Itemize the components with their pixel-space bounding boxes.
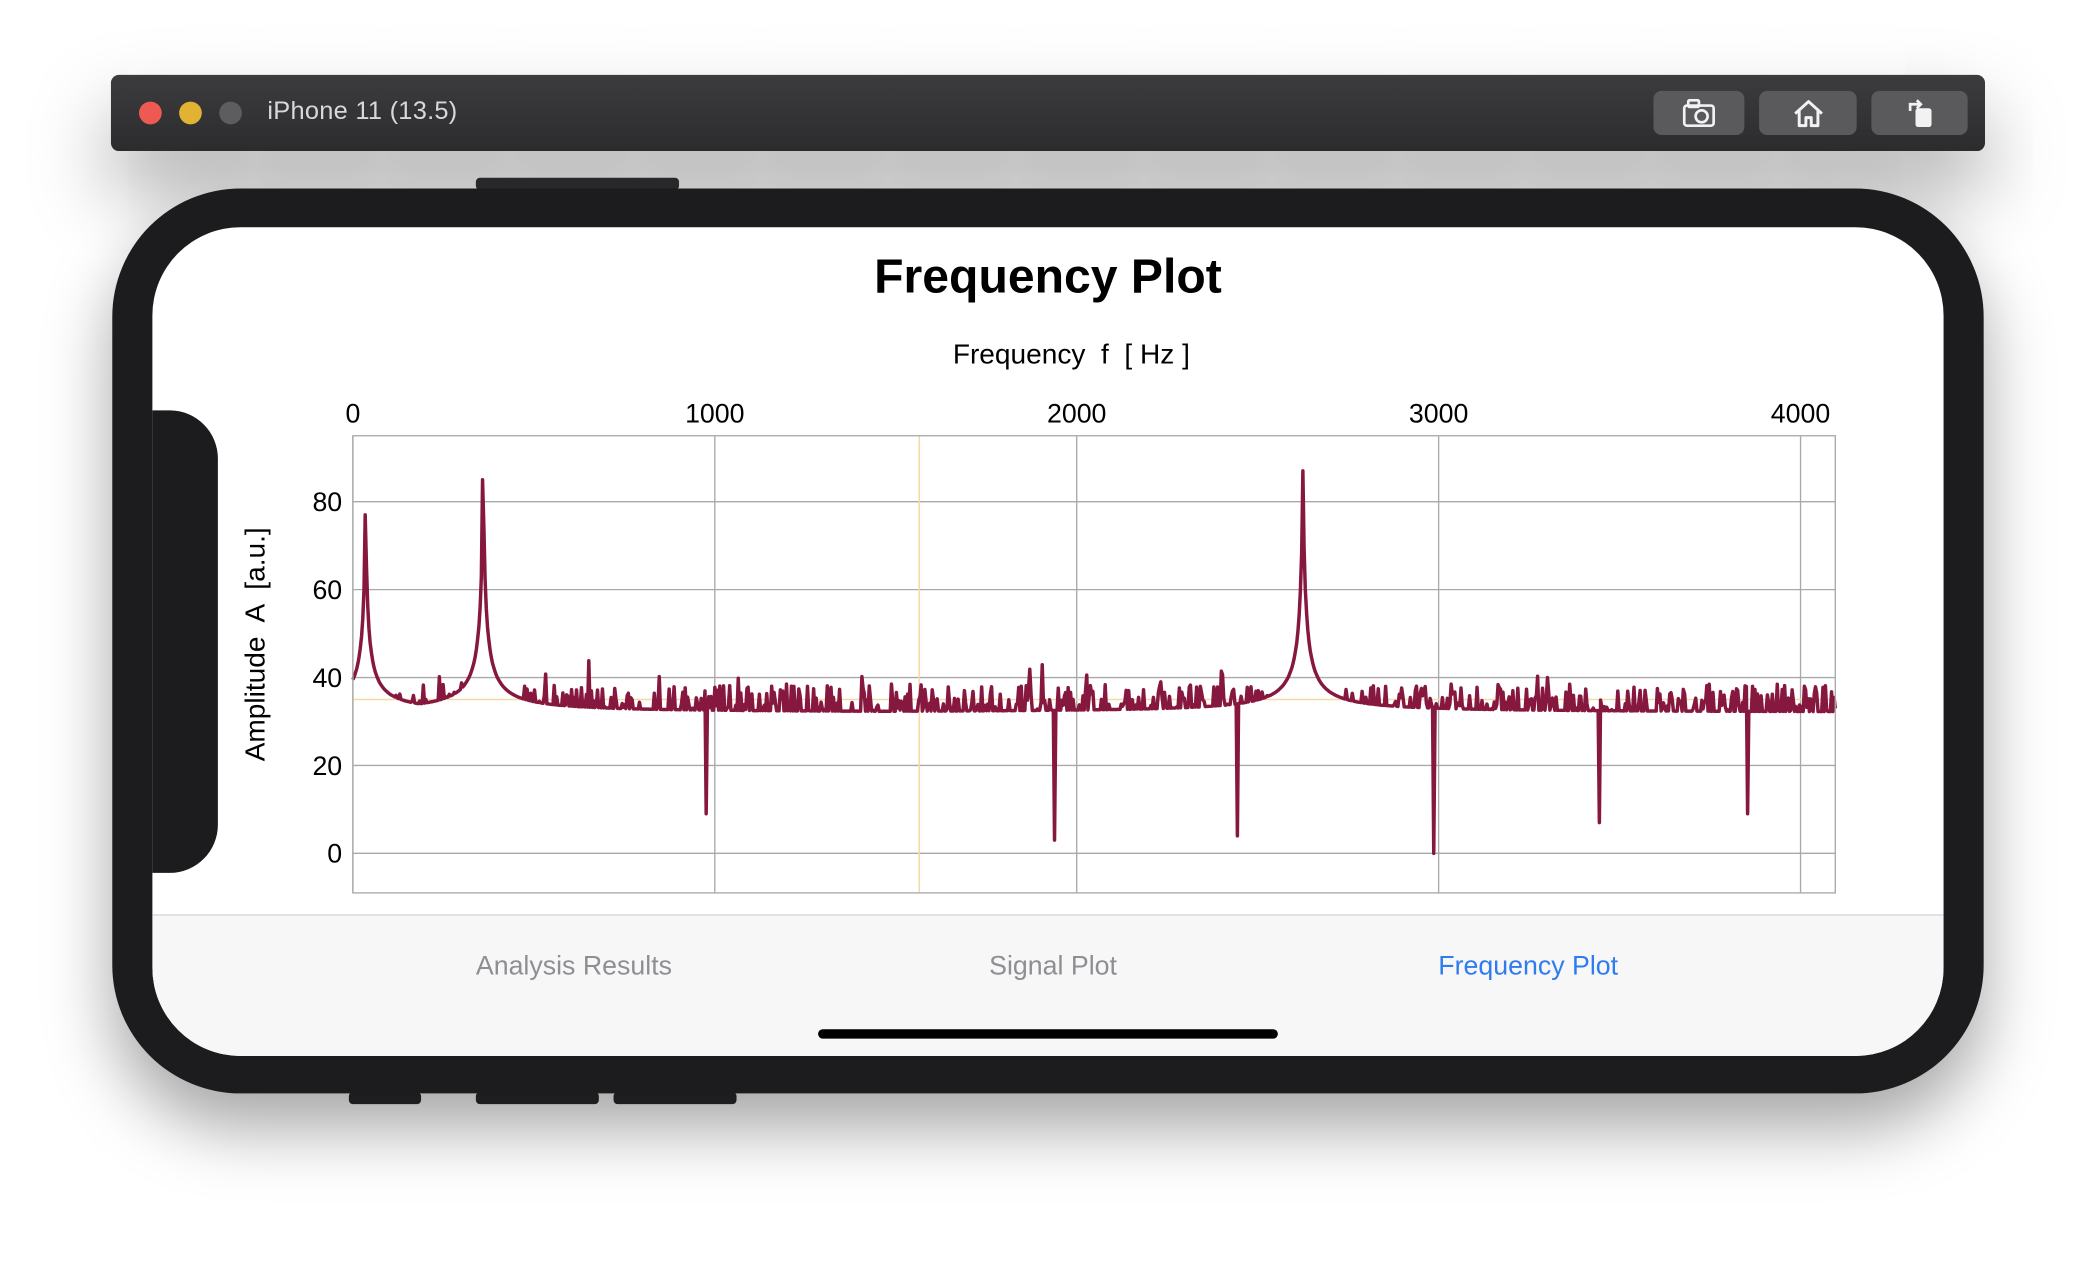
frequency-chart[interactable]: 0 1000 2000 3000 4000 0 20 40 60 80 Frequency f […	[152, 227, 1943, 914]
y-tick-label: 20	[312, 751, 342, 781]
rotate-button[interactable]	[1871, 90, 1968, 136]
screenshot-icon	[1682, 98, 1717, 127]
chart-crosshair	[352, 435, 1836, 893]
action-button[interactable]	[348, 1092, 422, 1105]
tab-signal-plot[interactable]: Signal Plot	[989, 951, 1117, 982]
plot-frame	[352, 435, 1836, 894]
zoom-window-button[interactable]	[219, 101, 242, 125]
phone-screen: Frequency Plot 0 1000 2000 3000 4000 0 20 40 60 8…	[152, 227, 1944, 1056]
simulator-title-bar: iPhone 11 (13.5)	[110, 74, 1985, 152]
chart-grid	[352, 435, 1836, 893]
page-title: Frequency Plot	[874, 248, 1222, 304]
amplitude-spectrum-line	[351, 469, 1838, 856]
x-tick-label: 1000	[685, 398, 744, 428]
phone-notch	[152, 410, 218, 873]
rotate-icon	[1905, 97, 1934, 129]
x-tick-label: 2000	[1047, 398, 1106, 428]
y-tick-label: 40	[312, 663, 342, 693]
screenshot-button[interactable]	[1653, 90, 1745, 136]
volume-up-button[interactable]	[475, 1092, 599, 1105]
volume-down-button[interactable]	[613, 1092, 737, 1105]
minimize-window-button[interactable]	[179, 101, 202, 125]
home-indicator	[818, 1029, 1278, 1039]
y-axis-title: Amplitude A [a.u.]	[240, 527, 271, 761]
y-tick-label: 0	[327, 839, 342, 869]
power-button[interactable]	[475, 177, 680, 190]
x-axis-title: Frequency f [ Hz ]	[953, 339, 1190, 370]
x-tick-label: 0	[345, 398, 360, 428]
home-button[interactable]	[1759, 90, 1857, 136]
tab-frequency-plot[interactable]: Frequency Plot	[1438, 951, 1619, 982]
chart-series-layer	[351, 469, 1838, 856]
y-tick-label: 60	[312, 575, 342, 605]
y-tick-label: 80	[312, 487, 342, 517]
x-tick-label: 3000	[1409, 398, 1468, 428]
chart-ticks: 0 1000 2000 3000 4000 0 20 40 60 80	[312, 398, 1830, 868]
home-icon	[1792, 98, 1824, 127]
x-tick-label: 4000	[1771, 398, 1830, 428]
tab-analysis-results[interactable]: Analysis Results	[475, 951, 672, 982]
tab-bar: Analysis Results Signal Plot Frequency P…	[152, 914, 1944, 1056]
simulator-title: iPhone 11 (13.5)	[267, 97, 458, 126]
close-window-button[interactable]	[139, 101, 162, 125]
